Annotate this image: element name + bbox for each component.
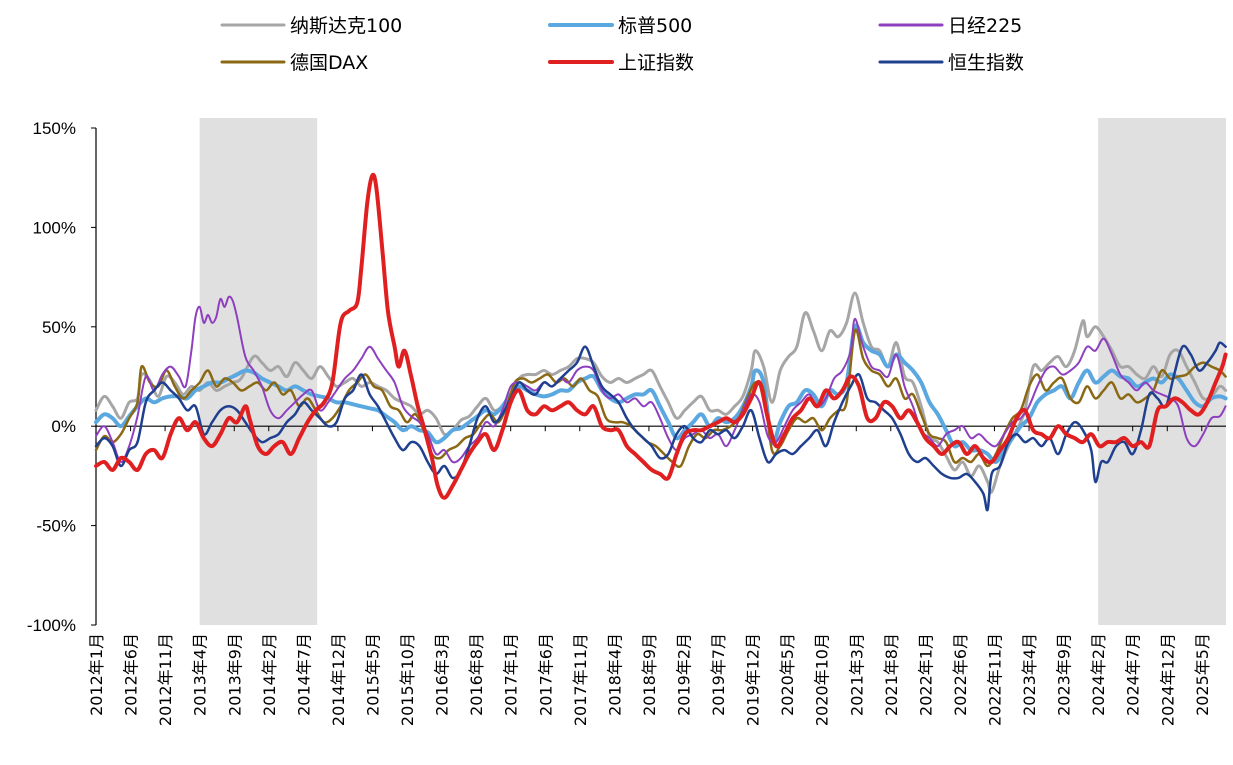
x-tick-label: 2023年4月 bbox=[1020, 633, 1039, 716]
x-tick-label: 2014年12月 bbox=[329, 633, 348, 726]
x-tick-label: 2015年5月 bbox=[363, 633, 382, 716]
y-tick-label: 150% bbox=[33, 119, 76, 138]
y-tick-label: 0% bbox=[51, 417, 76, 436]
legend-label: 标普500 bbox=[618, 15, 692, 37]
legend-label: 恒生指数 bbox=[948, 52, 1024, 74]
x-tick-label: 2019年7月 bbox=[709, 633, 728, 716]
x-tick-label: 2025年5月 bbox=[1193, 633, 1212, 716]
y-tick-label: 50% bbox=[42, 318, 76, 337]
series-line-2 bbox=[95, 295, 1227, 464]
y-tick-label: -50% bbox=[36, 517, 76, 536]
series-line-1 bbox=[94, 323, 1228, 464]
x-tick-label: 2019年2月 bbox=[674, 633, 693, 716]
x-tick-label: 2016年3月 bbox=[433, 633, 452, 716]
series-line-3 bbox=[94, 328, 1227, 468]
shaded-regions bbox=[199, 118, 1226, 625]
x-tick-label: 2013年4月 bbox=[191, 633, 210, 716]
x-tick-label: 2017年1月 bbox=[502, 633, 521, 716]
x-tick-label: 2012年1月 bbox=[87, 633, 106, 716]
series-line-0 bbox=[94, 291, 1228, 494]
series-line-4 bbox=[94, 172, 1228, 500]
shaded-region-0 bbox=[199, 118, 318, 625]
x-tick-label: 2012年6月 bbox=[122, 633, 141, 716]
y-tick-labels: 150% 100% 50% 0% -50% -100% bbox=[27, 119, 76, 635]
legend-label: 上证指数 bbox=[618, 52, 694, 74]
x-tick-label: 2014年2月 bbox=[260, 633, 279, 716]
x-tick-label: 2015年10月 bbox=[398, 633, 417, 726]
x-tick-label: 2014年7月 bbox=[294, 633, 313, 716]
x-tick-label: 2024年12月 bbox=[1158, 633, 1177, 726]
x-tick-label: 2022年11月 bbox=[985, 633, 1004, 726]
x-tick-label: 2024年2月 bbox=[1089, 633, 1108, 716]
x-tick-label: 2020年10月 bbox=[813, 633, 832, 726]
legend: 纳斯达克100 标普500 日经225 德国DAX 上证指数 恒生指数 bbox=[220, 15, 1024, 74]
x-tick-label: 2024年7月 bbox=[1124, 633, 1143, 716]
x-tick-label: 2022年1月 bbox=[916, 633, 935, 716]
legend-label: 德国DAX bbox=[290, 52, 368, 74]
series-lines bbox=[94, 172, 1228, 512]
x-tick-label: 2021年3月 bbox=[847, 633, 866, 716]
x-tick-label: 2018年4月 bbox=[605, 633, 624, 716]
x-tick-label: 2023年9月 bbox=[1055, 633, 1074, 716]
y-tick-label: -100% bbox=[27, 616, 76, 635]
x-tick-label: 2021年8月 bbox=[882, 633, 901, 716]
y-tick-label: 100% bbox=[33, 218, 76, 237]
x-tick-label: 2020年5月 bbox=[778, 633, 797, 716]
x-tick-label: 2017年6月 bbox=[536, 633, 555, 716]
x-tick-label: 2013年9月 bbox=[225, 633, 244, 716]
x-tick-label: 2018年9月 bbox=[640, 633, 659, 716]
x-tick-label: 2012年11月 bbox=[156, 633, 175, 726]
x-tick-label: 2019年12月 bbox=[744, 633, 763, 726]
x-tick-labels: 2012年1月 2012年6月 2012年11月 2013年4月 2013年9月 2014… bbox=[87, 633, 1212, 726]
x-tick-label: 2022年6月 bbox=[951, 633, 970, 716]
x-tick-label: 2016年8月 bbox=[467, 633, 486, 716]
legend-label: 日经225 bbox=[948, 15, 1022, 37]
legend-label: 纳斯达克100 bbox=[290, 15, 402, 37]
x-tick-label: 2017年11月 bbox=[571, 633, 590, 726]
